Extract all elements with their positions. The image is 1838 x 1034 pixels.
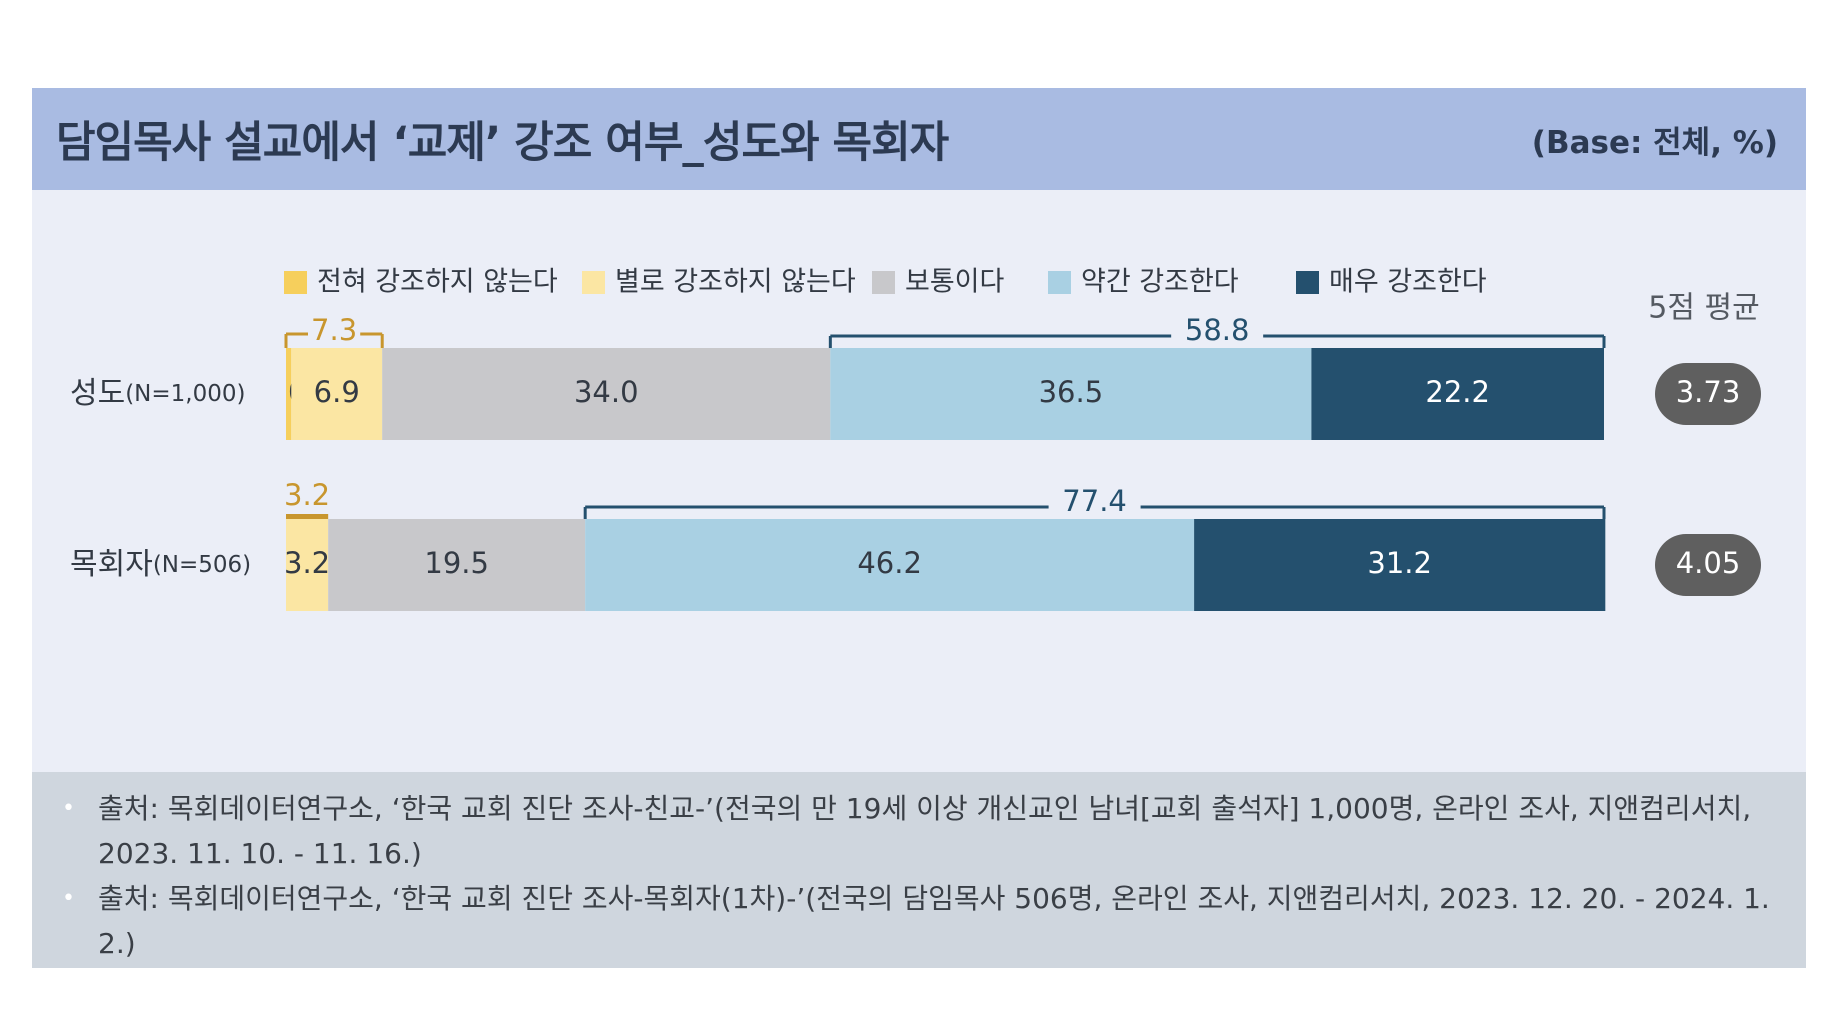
legend-label: 보통이다 xyxy=(905,267,1005,298)
category-label: 성도(N=1,000) xyxy=(70,376,245,411)
data-label: 36.5 xyxy=(1039,375,1104,409)
legend-swatch xyxy=(284,271,307,294)
data-label: 6.9 xyxy=(314,375,360,409)
bar-segment xyxy=(382,348,831,440)
positive-total: 58.8 xyxy=(1185,313,1250,347)
negative-total: 7.3 xyxy=(311,313,357,347)
source-footer: • 출처: 목회데이터연구소, ‘한국 교회 진단 조사-친교-’(전국의 만 … xyxy=(32,772,1806,968)
bullet-icon: • xyxy=(62,796,75,821)
legend-label: 별로 강조하지 않는다 xyxy=(615,267,856,298)
bar-segment xyxy=(286,348,292,440)
legend-swatch xyxy=(872,271,895,294)
legend-swatch xyxy=(1048,271,1071,294)
data-label: 19.5 xyxy=(424,546,489,580)
bullet-icon: • xyxy=(62,886,75,911)
base-note: (Base: 전체, %) xyxy=(1531,124,1778,161)
stacked-bar-chart: 전혀 강조하지 않는다 별로 강조하지 않는다 보통이다 약간 강조한다 매우 강조한다… xyxy=(70,267,1761,611)
legend-swatch xyxy=(1296,271,1319,294)
source-note: • 출처: 목회데이터연구소, ‘한국 교회 진단 조사-목회자(1차)-’(전… xyxy=(62,876,1776,966)
legend-swatch xyxy=(582,271,605,294)
data-label: 22.2 xyxy=(1425,375,1490,409)
average-value: 4.05 xyxy=(1676,546,1741,580)
bar-segment xyxy=(286,519,329,611)
average-badge xyxy=(1655,534,1761,596)
negative-bracket xyxy=(286,514,329,519)
category-label: 목회자(N=506) xyxy=(70,547,251,582)
chart-title: 담임목사 설교에서 ‘교제’ 강조 여부_성도와 목회자 xyxy=(56,118,949,168)
negative-total: 3.2 xyxy=(284,478,330,512)
legend-label: 전혀 강조하지 않는다 xyxy=(317,267,558,298)
bar-segment xyxy=(291,348,383,440)
legend-label: 매우 강조한다 xyxy=(1329,267,1487,298)
average-value: 3.73 xyxy=(1676,375,1741,409)
source-note: • 출처: 목회데이터연구소, ‘한국 교회 진단 조사-친교-’(전국의 만 … xyxy=(62,786,1776,876)
data-label: 34.0 xyxy=(574,375,639,409)
data-label: 31.2 xyxy=(1367,546,1432,580)
chart-panel: 담임목사 설교에서 ‘교제’ 강조 여부_성도와 목회자 (Base: 전체, … xyxy=(32,88,1806,968)
positive-total: 77.4 xyxy=(1062,484,1127,518)
average-badge xyxy=(1655,363,1761,425)
data-label: 46.2 xyxy=(857,546,922,580)
bar-segment xyxy=(1194,519,1606,611)
data-label: 3.2 xyxy=(284,546,330,580)
bar-segment xyxy=(830,348,1312,440)
bar-segment xyxy=(1311,348,1604,440)
source-note-text: 출처: 목회데이터연구소, ‘한국 교회 진단 조사-목회자(1차)-’(전국의… xyxy=(98,882,1770,960)
bar-segment xyxy=(585,519,1195,611)
title-bar: 담임목사 설교에서 ‘교제’ 강조 여부_성도와 목회자 (Base: 전체, … xyxy=(32,88,1806,190)
source-note-text: 출처: 목회데이터연구소, ‘한국 교회 진단 조사-친교-’(전국의 만 19… xyxy=(98,792,1752,870)
bar-segment xyxy=(328,519,586,611)
avg-header: 5점 평균 xyxy=(1648,291,1759,326)
legend-label: 약간 강조한다 xyxy=(1081,267,1239,298)
